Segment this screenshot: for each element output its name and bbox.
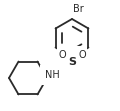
Text: Br: Br [73,4,84,14]
Text: NH: NH [45,70,59,80]
Text: O: O [78,50,86,60]
Text: S: S [68,57,76,67]
Text: O: O [58,50,66,60]
